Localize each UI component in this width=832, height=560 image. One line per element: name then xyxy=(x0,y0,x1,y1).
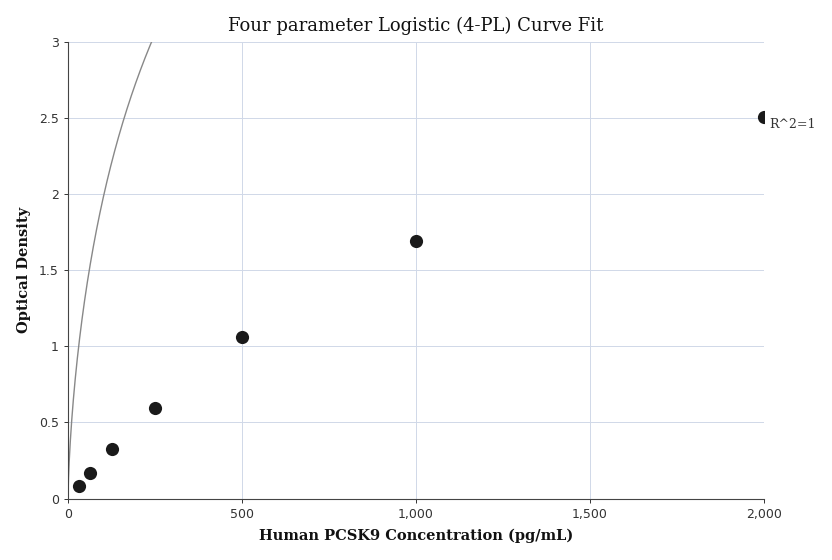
Y-axis label: Optical Density: Optical Density xyxy=(17,207,31,333)
Point xyxy=(83,469,97,478)
Text: R^2=1: R^2=1 xyxy=(770,119,815,132)
Point xyxy=(72,482,86,491)
Point xyxy=(148,404,161,413)
Point xyxy=(105,445,118,454)
Point xyxy=(757,113,770,122)
Point xyxy=(409,236,423,245)
X-axis label: Human PCSK9 Concentration (pg/mL): Human PCSK9 Concentration (pg/mL) xyxy=(259,529,573,543)
Point xyxy=(235,332,249,341)
Title: Four parameter Logistic (4-PL) Curve Fit: Four parameter Logistic (4-PL) Curve Fit xyxy=(228,17,604,35)
